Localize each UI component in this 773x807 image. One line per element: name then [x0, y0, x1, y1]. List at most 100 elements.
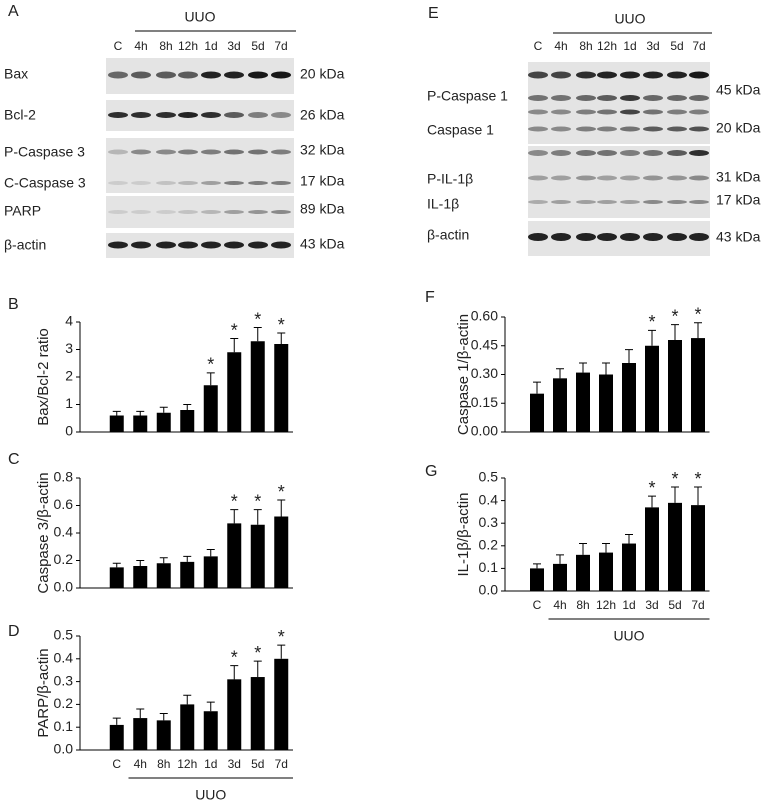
- blot-kda: 43 kDa: [716, 229, 761, 245]
- blot-band: [597, 95, 617, 101]
- lane-label: 1d: [204, 39, 217, 53]
- error-bar: [159, 713, 168, 721]
- blot-band: [528, 175, 548, 181]
- y-tick-label: 1: [65, 395, 73, 411]
- significance-star: *: [231, 491, 238, 511]
- blot-kda: 17 kDa: [300, 173, 345, 189]
- blot-band: [643, 200, 663, 204]
- blot-kda: 45 kDa: [716, 82, 761, 98]
- blot-band: [156, 149, 176, 155]
- lane-label: 3d: [646, 39, 659, 53]
- error-bar: [625, 349, 633, 363]
- bar: [530, 568, 544, 591]
- error-bar: [136, 410, 145, 416]
- error-bar: [579, 362, 587, 373]
- blot-label: P-IL-1β: [427, 171, 473, 187]
- blot-band: [689, 71, 709, 79]
- group-label: UUO: [184, 9, 215, 25]
- blot-band: [528, 71, 548, 79]
- significance-star: *: [694, 305, 701, 325]
- bar: [109, 567, 124, 588]
- error-bar: [183, 404, 192, 410]
- significance-star: *: [231, 647, 238, 667]
- blot-band: [643, 175, 663, 181]
- blot-band: [528, 150, 548, 156]
- blot-band: [131, 241, 151, 249]
- blot-band: [108, 71, 128, 79]
- x-tick-label: 3d: [645, 598, 658, 612]
- bar: [599, 374, 613, 432]
- blot-band: [620, 71, 640, 79]
- blot-kda: 31 kDa: [716, 169, 761, 185]
- lane-label: 5d: [670, 39, 683, 53]
- blot-band: [597, 175, 617, 181]
- error-bar: [183, 694, 192, 705]
- blot-band: [643, 95, 663, 101]
- panel-letter: E: [428, 5, 439, 22]
- blot-band: [551, 233, 571, 241]
- x-tick-label: 4h: [134, 757, 147, 771]
- error-bar: [230, 338, 239, 353]
- blot-band: [528, 233, 548, 241]
- blot-band: [576, 71, 596, 79]
- significance-star: *: [278, 627, 285, 647]
- bar: [203, 711, 218, 750]
- blot-band: [576, 150, 596, 156]
- blot-band: [667, 200, 687, 204]
- error-bar: [136, 560, 145, 566]
- bar: [203, 556, 218, 588]
- blot-band: [597, 150, 617, 156]
- bar: [133, 566, 148, 588]
- x-tick-label: 7d: [691, 598, 704, 612]
- blot-band: [178, 112, 198, 118]
- panel-letter: G: [425, 463, 437, 480]
- blot-kda: 20 kDa: [300, 66, 345, 82]
- panel-letter: C: [8, 451, 20, 468]
- error-bar: [159, 557, 168, 564]
- blot-band: [528, 109, 548, 115]
- bar: [180, 561, 195, 588]
- error-bar: [694, 322, 702, 339]
- blot-band: [576, 109, 596, 115]
- blot-band: [597, 126, 617, 132]
- y-axis-label: PARP/β-actin: [35, 648, 52, 737]
- y-tick-label: 0: [65, 423, 73, 439]
- blot-band: [156, 210, 176, 214]
- blot-band: [551, 71, 571, 79]
- bar: [599, 552, 613, 591]
- error-bar: [112, 410, 121, 416]
- blot-band: [551, 95, 571, 101]
- bar: [227, 352, 242, 432]
- bar: [156, 720, 171, 750]
- error-bar: [648, 495, 656, 508]
- blot-band: [201, 149, 221, 155]
- y-axis-label: Bax/Bcl-2 ratio: [35, 328, 52, 426]
- blot-band: [224, 71, 244, 79]
- bar: [645, 345, 659, 432]
- blot-band: [271, 181, 291, 185]
- blot-kda: 32 kDa: [300, 142, 345, 158]
- y-tick-label: 0.2: [54, 695, 74, 711]
- bar: [622, 363, 636, 432]
- blot-band: [131, 112, 151, 118]
- blot-band: [131, 71, 151, 79]
- y-tick-label: 0.4: [479, 491, 499, 507]
- blot-band: [108, 149, 128, 155]
- bar: [156, 563, 171, 588]
- x-tick-label: C: [533, 598, 542, 612]
- error-bar: [230, 509, 239, 524]
- y-tick-label: 0.8: [54, 469, 74, 485]
- y-axis-label: IL-1β/β-actin: [455, 493, 472, 577]
- error-bar: [253, 327, 262, 342]
- blot-band: [156, 241, 176, 249]
- blot-label: β-actin: [4, 237, 46, 253]
- blot-band: [667, 71, 687, 79]
- blot-band: [248, 112, 268, 118]
- blot-band: [643, 126, 663, 132]
- blot-band: [108, 210, 128, 214]
- bar: [156, 412, 171, 432]
- bar: [274, 344, 289, 432]
- blot-band: [551, 109, 571, 115]
- blot-band: [131, 149, 151, 155]
- significance-star: *: [254, 309, 261, 329]
